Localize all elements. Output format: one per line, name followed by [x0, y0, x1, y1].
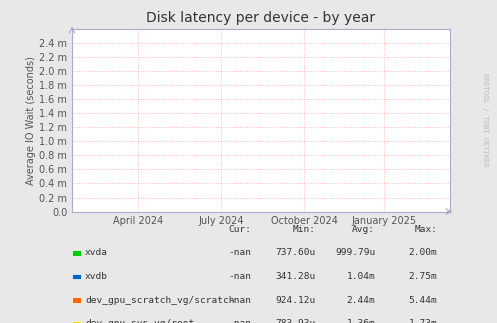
Text: -nan: -nan: [228, 319, 251, 323]
Text: dev_gpu_sys_vg/root: dev_gpu_sys_vg/root: [85, 319, 194, 323]
Text: 2.00m: 2.00m: [409, 248, 437, 257]
Text: 5.44m: 5.44m: [409, 296, 437, 305]
Text: -nan: -nan: [228, 272, 251, 281]
Text: 341.28u: 341.28u: [275, 272, 316, 281]
Text: xvda: xvda: [85, 248, 108, 257]
Text: xvdb: xvdb: [85, 272, 108, 281]
Text: 924.12u: 924.12u: [275, 296, 316, 305]
Text: -nan: -nan: [228, 296, 251, 305]
Text: 2.75m: 2.75m: [409, 272, 437, 281]
Text: 1.36m: 1.36m: [346, 319, 375, 323]
Text: Max:: Max:: [414, 225, 437, 234]
Text: 737.60u: 737.60u: [275, 248, 316, 257]
Text: 783.93u: 783.93u: [275, 319, 316, 323]
Text: 999.79u: 999.79u: [335, 248, 375, 257]
Title: Disk latency per device - by year: Disk latency per device - by year: [146, 11, 376, 25]
Text: dev_gpu_scratch_vg/scratch: dev_gpu_scratch_vg/scratch: [85, 296, 235, 305]
Text: -nan: -nan: [228, 248, 251, 257]
Text: Min:: Min:: [293, 225, 316, 234]
Text: RRDTOOL / TOBI OETIKER: RRDTOOL / TOBI OETIKER: [482, 73, 488, 166]
Text: 2.44m: 2.44m: [346, 296, 375, 305]
Text: Avg:: Avg:: [352, 225, 375, 234]
Y-axis label: Average IO Wait (seconds): Average IO Wait (seconds): [26, 56, 36, 185]
Text: 1.04m: 1.04m: [346, 272, 375, 281]
Text: 1.73m: 1.73m: [409, 319, 437, 323]
Text: Cur:: Cur:: [228, 225, 251, 234]
